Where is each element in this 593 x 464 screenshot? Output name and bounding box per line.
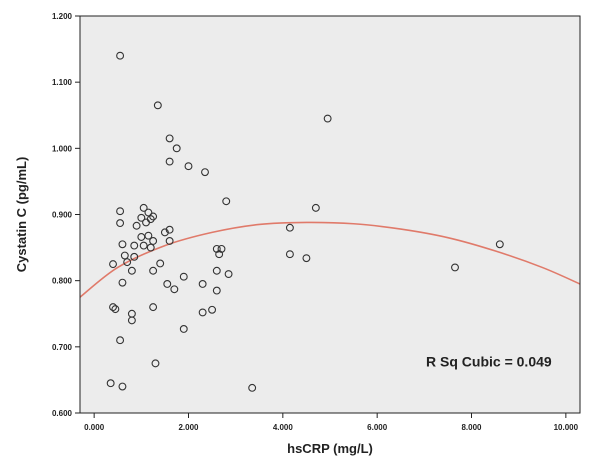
cubic-fit-line	[79, 221, 581, 298]
data-point	[109, 260, 117, 269]
data-point	[285, 250, 294, 259]
data-point	[160, 228, 169, 237]
data-point	[248, 383, 257, 392]
data-point	[224, 270, 233, 278]
x-tick-label: 8.000	[461, 423, 482, 432]
data-point	[137, 213, 146, 222]
data-point	[132, 221, 141, 230]
data-point	[165, 134, 174, 143]
data-point	[109, 303, 117, 312]
data-point	[311, 203, 320, 212]
data-point	[184, 162, 193, 171]
data-point	[130, 252, 139, 261]
data-point	[172, 144, 181, 153]
data-point	[127, 266, 136, 275]
data-point	[212, 266, 221, 275]
y-tick-label: 1.000	[52, 144, 73, 153]
data-point	[198, 280, 207, 288]
data-point	[163, 280, 172, 288]
data-point	[149, 266, 158, 275]
data-point	[111, 305, 120, 314]
y-axis-title: Cystatin C (pg/mL)	[14, 157, 29, 273]
y-tick-label: 0.900	[52, 211, 73, 220]
data-point	[285, 223, 294, 232]
plot-area	[80, 16, 580, 413]
data-point	[201, 168, 209, 177]
fit-line-layer	[79, 221, 581, 298]
x-tick-label: 10.000	[554, 423, 579, 432]
data-point	[139, 241, 148, 250]
data-point	[142, 218, 150, 227]
data-point	[179, 272, 188, 281]
data-point	[222, 197, 231, 206]
data-point	[302, 254, 311, 263]
data-point	[151, 359, 160, 368]
points-layer	[106, 51, 504, 392]
data-point	[323, 114, 332, 123]
data-point	[116, 336, 125, 345]
x-axis: 0.000 2.000 4.000 6.000 8.000 10.000	[84, 413, 579, 432]
plot-frame	[79, 15, 581, 414]
y-axis: 0.600 0.700 0.800 0.900 1.000 1.100 1.200	[52, 12, 80, 418]
data-point	[116, 219, 125, 228]
data-point	[123, 258, 132, 267]
data-point	[212, 286, 221, 295]
data-point	[139, 203, 148, 212]
x-tick-label: 6.000	[367, 423, 388, 432]
data-point	[165, 225, 174, 234]
y-tick-label: 0.800	[52, 277, 73, 286]
data-point	[153, 101, 162, 110]
data-point	[495, 240, 504, 249]
data-point	[118, 382, 127, 391]
x-tick-label: 4.000	[273, 423, 294, 432]
data-point	[144, 208, 153, 217]
data-point	[156, 259, 165, 268]
data-point	[146, 243, 155, 252]
data-point	[118, 240, 127, 249]
data-point	[208, 305, 217, 314]
data-point	[116, 51, 125, 60]
data-point	[451, 263, 459, 272]
y-tick-label: 1.200	[52, 12, 73, 21]
data-point	[165, 237, 174, 245]
x-tick-label: 2.000	[178, 423, 199, 432]
data-point	[165, 157, 174, 166]
data-point	[116, 207, 125, 216]
data-point	[198, 308, 207, 317]
y-tick-label: 1.100	[52, 78, 73, 87]
y-tick-label: 0.700	[52, 343, 73, 352]
data-point	[118, 278, 127, 287]
data-point	[106, 379, 115, 388]
data-point	[137, 233, 146, 241]
x-axis-title: hsCRP (mg/L)	[287, 441, 373, 456]
fit-annotation: R Sq Cubic = 0.049	[426, 354, 552, 370]
data-point	[130, 241, 139, 250]
data-point	[179, 325, 188, 333]
data-point	[149, 303, 158, 312]
data-point	[149, 212, 158, 221]
y-tick-label: 0.600	[52, 409, 73, 418]
data-point	[120, 251, 129, 260]
x-tick-label: 0.000	[84, 423, 105, 432]
data-point	[170, 285, 179, 294]
data-point	[215, 250, 224, 259]
data-point	[127, 316, 136, 325]
data-point	[149, 237, 158, 245]
